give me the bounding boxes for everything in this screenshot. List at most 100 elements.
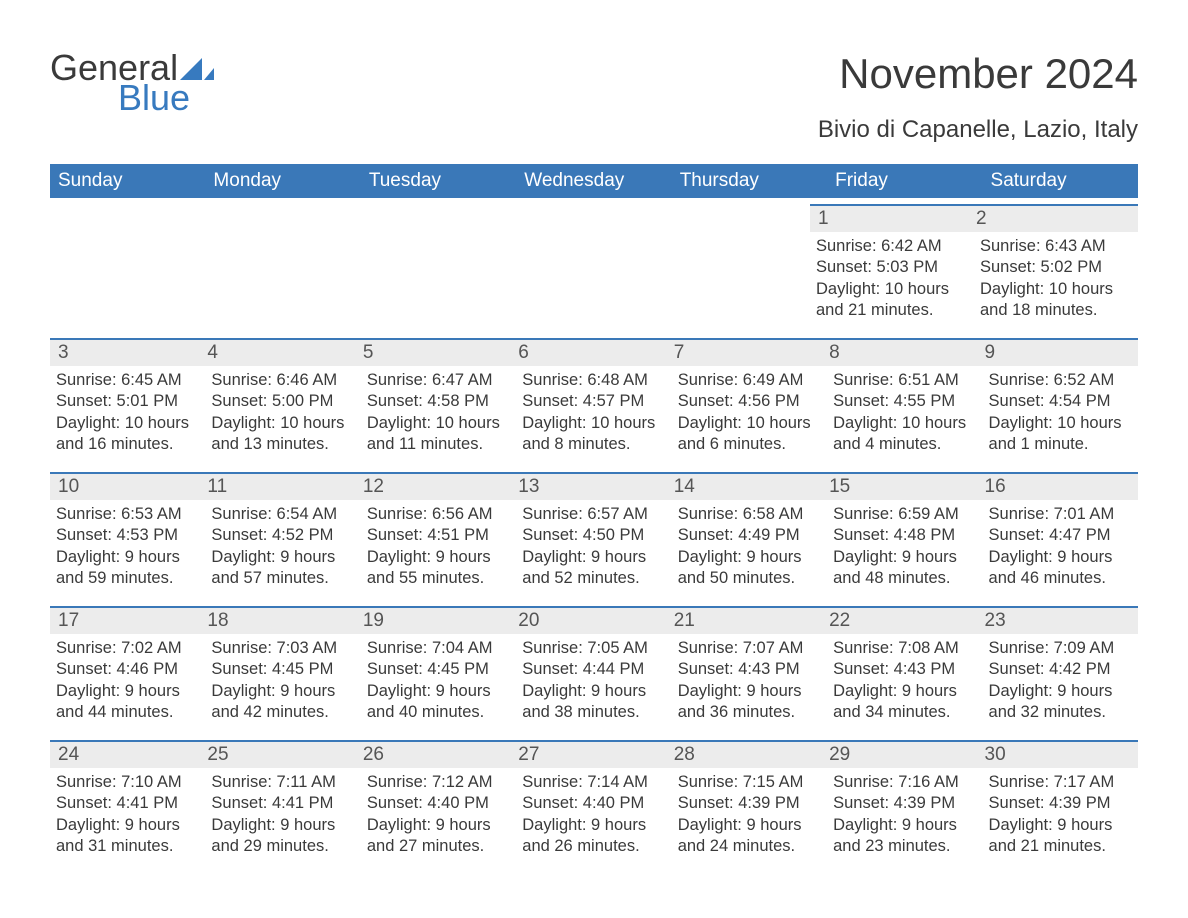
day-cell: 9Sunrise: 6:52 AMSunset: 4:54 PMDaylight… — [983, 338, 1138, 466]
daylight-text: Daylight: 9 hours — [211, 815, 354, 836]
sunset-text: Sunset: 4:42 PM — [989, 659, 1132, 680]
sunset-text: Sunset: 4:58 PM — [367, 391, 510, 412]
day-number: 6 — [510, 338, 677, 366]
daylight-text: and 1 minute. — [989, 434, 1132, 455]
weekday-header: Tuesday — [361, 164, 516, 198]
day-cell: 27Sunrise: 7:14 AMSunset: 4:40 PMDayligh… — [516, 740, 671, 868]
sunrise-text: Sunrise: 7:04 AM — [367, 638, 510, 659]
daylight-text: and 42 minutes. — [211, 702, 354, 723]
daylight-text: Daylight: 10 hours — [211, 413, 354, 434]
day-number: 25 — [199, 740, 366, 768]
daylight-text: Daylight: 10 hours — [367, 413, 510, 434]
daylight-text: and 57 minutes. — [211, 568, 354, 589]
sunrise-text: Sunrise: 6:59 AM — [833, 504, 976, 525]
day-cell: 4Sunrise: 6:46 AMSunset: 5:00 PMDaylight… — [205, 338, 360, 466]
day-number: 5 — [355, 338, 522, 366]
sunrise-text: Sunrise: 6:54 AM — [211, 504, 354, 525]
logo: General Blue — [50, 50, 214, 116]
day-number: 4 — [199, 338, 366, 366]
empty-cell — [202, 204, 354, 332]
day-number: 15 — [821, 472, 988, 500]
sunset-text: Sunset: 4:49 PM — [678, 525, 821, 546]
day-number: 2 — [968, 204, 1138, 232]
calendar-grid: SundayMondayTuesdayWednesdayThursdayFrid… — [50, 164, 1138, 868]
daylight-text: and 13 minutes. — [211, 434, 354, 455]
daylight-text: and 24 minutes. — [678, 836, 821, 857]
sunrise-text: Sunrise: 7:05 AM — [522, 638, 665, 659]
sunrise-text: Sunrise: 6:48 AM — [522, 370, 665, 391]
day-number: 16 — [977, 472, 1138, 500]
day-number: 24 — [50, 740, 211, 768]
daylight-text: and 27 minutes. — [367, 836, 510, 857]
sunset-text: Sunset: 4:51 PM — [367, 525, 510, 546]
sunset-text: Sunset: 4:54 PM — [989, 391, 1132, 412]
day-cell: 15Sunrise: 6:59 AMSunset: 4:48 PMDayligh… — [827, 472, 982, 600]
weekday-header: Saturday — [983, 164, 1138, 198]
daylight-text: Daylight: 9 hours — [56, 815, 199, 836]
day-cell: 16Sunrise: 7:01 AMSunset: 4:47 PMDayligh… — [983, 472, 1138, 600]
weekday-header: Monday — [205, 164, 360, 198]
day-cell: 10Sunrise: 6:53 AMSunset: 4:53 PMDayligh… — [50, 472, 205, 600]
day-number: 1 — [810, 204, 980, 232]
daylight-text: Daylight: 9 hours — [56, 547, 199, 568]
daylight-text: and 48 minutes. — [833, 568, 976, 589]
sunset-text: Sunset: 4:53 PM — [56, 525, 199, 546]
daylight-text: and 46 minutes. — [989, 568, 1132, 589]
sunrise-text: Sunrise: 6:47 AM — [367, 370, 510, 391]
daylight-text: and 50 minutes. — [678, 568, 821, 589]
empty-cell — [354, 204, 506, 332]
sunset-text: Sunset: 4:41 PM — [211, 793, 354, 814]
sunset-text: Sunset: 4:50 PM — [522, 525, 665, 546]
day-cell: 5Sunrise: 6:47 AMSunset: 4:58 PMDaylight… — [361, 338, 516, 466]
daylight-text: Daylight: 9 hours — [678, 681, 821, 702]
sunset-text: Sunset: 4:39 PM — [989, 793, 1132, 814]
day-number: 8 — [821, 338, 988, 366]
day-cell: 13Sunrise: 6:57 AMSunset: 4:50 PMDayligh… — [516, 472, 671, 600]
sunset-text: Sunset: 5:00 PM — [211, 391, 354, 412]
daylight-text: Daylight: 10 hours — [678, 413, 821, 434]
week-row: 3 Sunrise: 6:45 AMSunset: 5:01 PM Daylight… — [50, 338, 1138, 466]
sunrise-text: Sunrise: 6:57 AM — [522, 504, 665, 525]
day-number: 13 — [510, 472, 677, 500]
day-number: 3 — [50, 338, 211, 366]
day-cell: 17Sunrise: 7:02 AMSunset: 4:46 PMDayligh… — [50, 606, 205, 734]
sunset-text: Sunset: 4:45 PM — [367, 659, 510, 680]
daylight-text: and 23 minutes. — [833, 836, 976, 857]
daylight-text: Daylight: 9 hours — [56, 681, 199, 702]
day-cell: 22Sunrise: 7:08 AMSunset: 4:43 PMDayligh… — [827, 606, 982, 734]
sunset-text: Sunset: 5:03 PM — [816, 257, 968, 278]
sunset-text: Sunset: 4:55 PM — [833, 391, 976, 412]
daylight-text: Daylight: 9 hours — [522, 681, 665, 702]
sunset-text: Sunset: 5:01 PM — [56, 391, 199, 412]
calendar-page: General Blue November 2024 Bivio di Capa… — [0, 0, 1188, 898]
sunrise-text: Sunrise: 7:17 AM — [989, 772, 1132, 793]
daylight-text: and 40 minutes. — [367, 702, 510, 723]
weekday-header: Wednesday — [516, 164, 671, 198]
sunrise-text: Sunrise: 6:56 AM — [367, 504, 510, 525]
daylight-text: and 38 minutes. — [522, 702, 665, 723]
day-number: 7 — [666, 338, 833, 366]
sunset-text: Sunset: 4:47 PM — [989, 525, 1132, 546]
daylight-text: and 44 minutes. — [56, 702, 199, 723]
daylight-text: and 32 minutes. — [989, 702, 1132, 723]
sunrise-text: Sunrise: 7:09 AM — [989, 638, 1132, 659]
day-cell: 1Sunrise: 6:42 AMSunset: 5:03 PMDaylight… — [810, 204, 974, 332]
daylight-text: Daylight: 10 hours — [833, 413, 976, 434]
day-cell: 18Sunrise: 7:03 AMSunset: 4:45 PMDayligh… — [205, 606, 360, 734]
week-row: 1Sunrise: 6:42 AMSunset: 5:03 PMDaylight… — [50, 204, 1138, 332]
day-number: 22 — [821, 606, 988, 634]
day-cell: 30Sunrise: 7:17 AMSunset: 4:39 PMDayligh… — [983, 740, 1138, 868]
sunrise-text: Sunrise: 6:45 AM — [56, 370, 199, 391]
sunrise-text: Sunrise: 7:14 AM — [522, 772, 665, 793]
sunset-text: Sunset: 4:56 PM — [678, 391, 821, 412]
daylight-text: Daylight: 9 hours — [211, 547, 354, 568]
sunrise-text: Sunrise: 7:16 AM — [833, 772, 976, 793]
sunset-text: Sunset: 4:41 PM — [56, 793, 199, 814]
daylight-text: and 59 minutes. — [56, 568, 199, 589]
sunset-text: Sunset: 4:48 PM — [833, 525, 976, 546]
day-number: 20 — [510, 606, 677, 634]
sunset-text: Sunset: 4:46 PM — [56, 659, 199, 680]
weekday-header: Sunday — [50, 164, 205, 198]
daylight-text: Daylight: 9 hours — [989, 815, 1132, 836]
day-cell: 23Sunrise: 7:09 AMSunset: 4:42 PMDayligh… — [983, 606, 1138, 734]
